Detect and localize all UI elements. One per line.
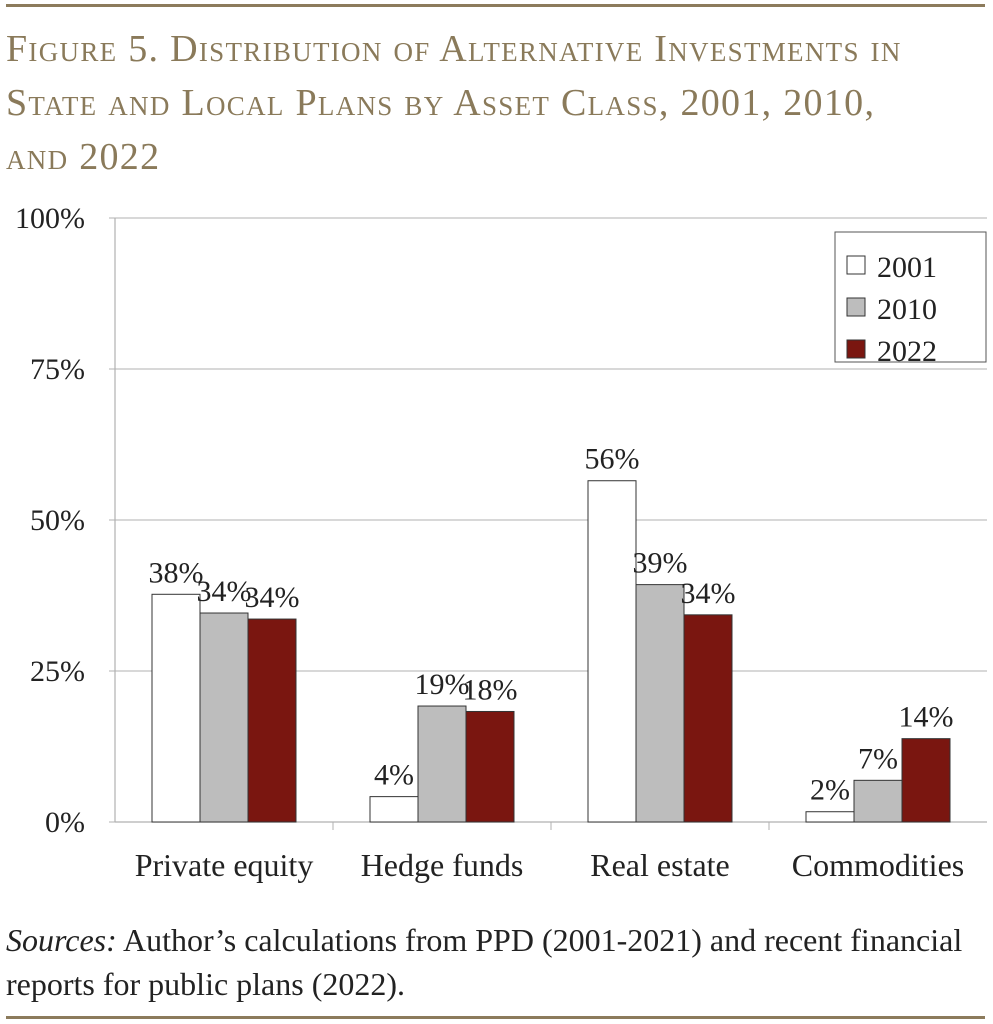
bar-2010	[853, 779, 903, 823]
data-label: 34%	[681, 577, 736, 610]
sources-label: Sources:	[6, 922, 117, 958]
top-rule	[6, 4, 985, 7]
data-label: 56%	[585, 443, 640, 476]
bar-2001	[369, 796, 419, 823]
legend-label: 2010	[877, 293, 937, 326]
bar-2022	[247, 618, 297, 823]
x-tick-label: Commodities	[792, 847, 964, 883]
data-label: 7%	[858, 742, 898, 775]
legend-label: 2001	[877, 251, 937, 284]
y-tick-label: 75%	[30, 353, 85, 386]
bar-2001	[151, 593, 201, 823]
bottom-rule	[6, 1016, 985, 1019]
sources-text: Author’s calculations from PPD (2001-202…	[6, 922, 963, 1002]
x-tick-label: Private equity	[135, 847, 314, 883]
sources-note: Sources: Author’s calculations from PPD …	[6, 918, 976, 1006]
x-tick-label: Real estate	[590, 847, 729, 883]
data-label: 34%	[197, 575, 252, 608]
bar-2001	[587, 480, 637, 823]
legend-swatch-2010	[846, 297, 866, 317]
y-tick-label: 100%	[15, 202, 85, 235]
bar-2010	[635, 584, 685, 823]
data-label: 18%	[463, 673, 518, 706]
bar-2022	[465, 710, 515, 823]
legend-swatch-2022	[846, 339, 866, 359]
bar-2022	[901, 738, 951, 823]
data-label: 34%	[245, 581, 300, 614]
data-label: 38%	[149, 556, 204, 589]
y-tick-label: 50%	[30, 504, 85, 537]
legend-label: 2022	[877, 335, 937, 368]
data-label: 39%	[633, 547, 688, 580]
legend-swatch-2001	[846, 255, 866, 275]
bar-2010	[417, 705, 467, 823]
data-label: 14%	[899, 701, 954, 734]
data-label: 2%	[810, 774, 850, 807]
bar-2010	[199, 612, 249, 823]
bar-chart: 0%25%50%75%100%38%34%34%Private equity4%…	[15, 202, 987, 883]
data-label: 4%	[374, 759, 414, 792]
x-tick-label: Hedge funds	[361, 847, 524, 883]
data-label: 19%	[415, 668, 470, 701]
y-tick-label: 0%	[45, 806, 85, 839]
figure-title: Figure 5. Distribution of Alternative In…	[6, 28, 902, 178]
y-tick-label: 25%	[30, 655, 85, 688]
bar-2001	[805, 811, 855, 823]
bar-2022	[683, 614, 733, 823]
